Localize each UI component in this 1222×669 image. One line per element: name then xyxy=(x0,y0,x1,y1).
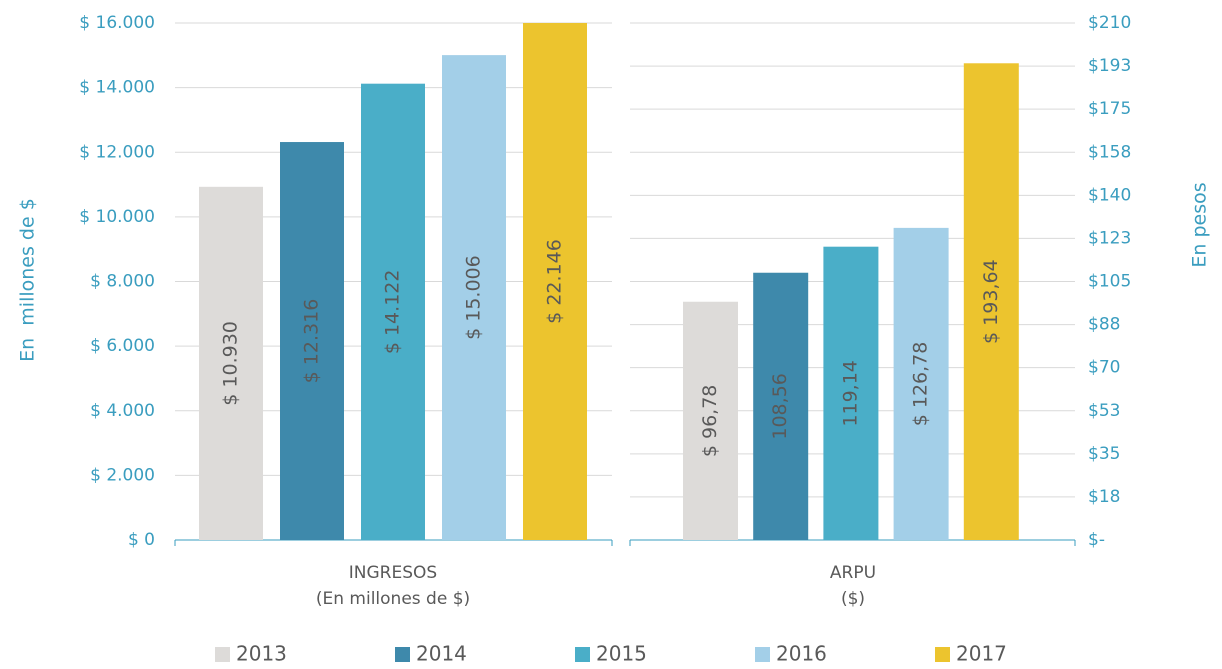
y-tick-label: $158 xyxy=(1088,142,1131,162)
bar xyxy=(280,142,344,540)
y-tick-label: $ 2.000 xyxy=(90,465,155,485)
y-tick-label: $- xyxy=(1088,530,1105,550)
legend-swatch xyxy=(395,647,410,662)
y-tick-label: $ 14.000 xyxy=(79,78,155,98)
value-label: $ 15.006 xyxy=(463,255,485,340)
y-tick-label: $ 16.000 xyxy=(79,13,155,33)
legend-swatch xyxy=(575,647,590,662)
y-axis-label: En pesos xyxy=(1189,182,1211,267)
bars xyxy=(199,23,587,540)
legend-label: 2013 xyxy=(236,642,287,666)
y-tick-label: $193 xyxy=(1088,56,1131,76)
value-label: $ 22.146 xyxy=(544,239,566,324)
y-tick-label: $ 10.000 xyxy=(79,207,155,227)
x-tick-label: INGRESOS xyxy=(349,563,437,583)
bars xyxy=(683,63,1019,540)
y-tick-label: $35 xyxy=(1088,444,1120,464)
value-label: $ 193,64 xyxy=(980,259,1002,344)
y-axis-label: En millones de $ xyxy=(17,198,39,362)
bar xyxy=(963,63,1019,540)
x-tick-label: ARPU xyxy=(830,563,876,583)
y-tick-label: $175 xyxy=(1088,99,1131,119)
legend-label: 2015 xyxy=(596,642,647,666)
value-label: 108,56 xyxy=(769,373,791,439)
bar xyxy=(199,186,263,540)
bar xyxy=(442,55,506,540)
value-label: $ 10.930 xyxy=(220,321,242,406)
bar xyxy=(361,83,425,540)
y-tick-label: $ 12.000 xyxy=(79,142,155,162)
y-tick-label: $18 xyxy=(1088,487,1120,507)
y-tick-label: $140 xyxy=(1088,185,1131,205)
bar xyxy=(753,272,809,540)
bar xyxy=(893,227,949,540)
y-tick-label: $53 xyxy=(1088,401,1120,421)
bar xyxy=(823,246,879,540)
value-label: $ 14.122 xyxy=(382,270,404,355)
y-tick-label: $ 0 xyxy=(128,530,155,550)
y-tick-label: $ 6.000 xyxy=(90,336,155,356)
value-label: 119,14 xyxy=(839,360,861,426)
y-tick-label: $210 xyxy=(1088,13,1131,33)
legend-label: 2016 xyxy=(776,642,827,666)
legend-swatch xyxy=(215,647,230,662)
bar xyxy=(523,23,587,540)
legend-label: 2014 xyxy=(416,642,467,666)
legend-label: 2017 xyxy=(956,642,1007,666)
y-tick-label: $123 xyxy=(1088,228,1131,248)
value-label: $ 12.316 xyxy=(301,299,323,384)
y-tick-label: $ 4.000 xyxy=(90,401,155,421)
x-tick-label: (En millones de $) xyxy=(316,589,470,609)
y-tick-label: $88 xyxy=(1088,315,1120,335)
legend-swatch xyxy=(935,647,950,662)
x-tick-label: ($) xyxy=(841,589,865,609)
value-label: $ 126,78 xyxy=(910,342,932,427)
y-tick-label: $105 xyxy=(1088,272,1131,292)
y-tick-label: $70 xyxy=(1088,358,1120,378)
value-label: $ 96,78 xyxy=(699,385,721,458)
bar xyxy=(683,301,738,540)
legend-swatch xyxy=(755,647,770,662)
y-tick-label: $ 8.000 xyxy=(90,272,155,292)
